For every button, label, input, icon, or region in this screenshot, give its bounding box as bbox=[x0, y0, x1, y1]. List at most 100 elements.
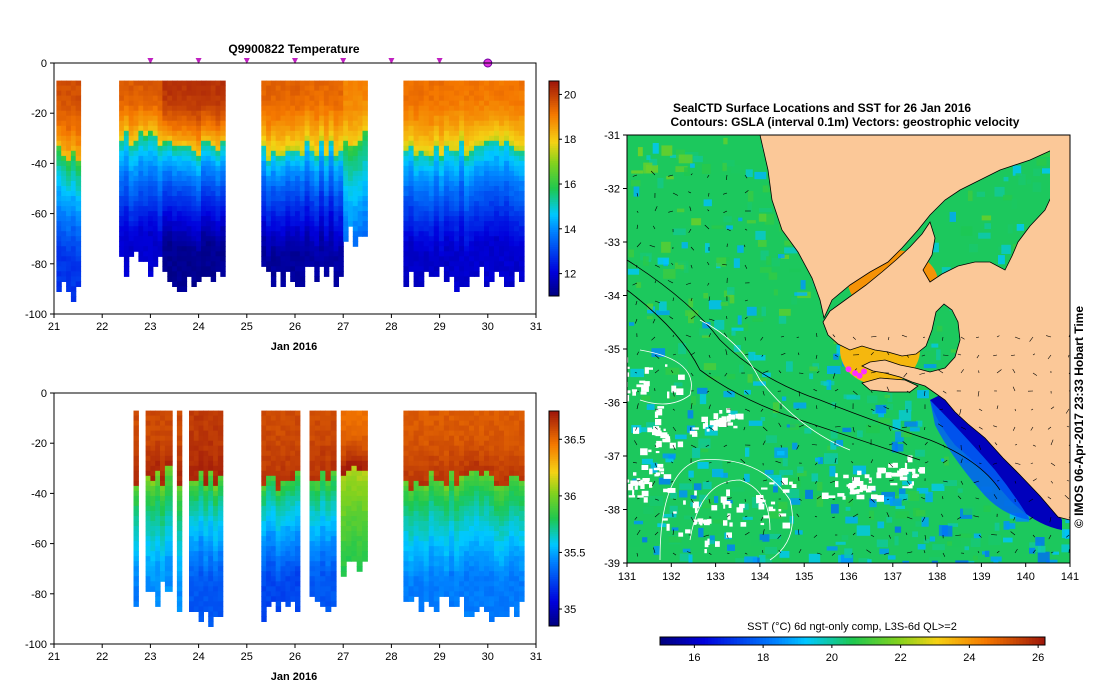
velocity-vector bbox=[996, 369, 1002, 374]
seal-location bbox=[845, 366, 852, 373]
velocity-vector bbox=[870, 390, 873, 393]
velocity-vector bbox=[744, 174, 748, 179]
velocity-vector bbox=[707, 209, 710, 212]
x-tick-label: 24 bbox=[192, 321, 204, 333]
velocity-vector bbox=[690, 297, 693, 302]
velocity-vector bbox=[924, 534, 927, 541]
map-x-tick-label: 134 bbox=[751, 571, 769, 583]
velocity-vector bbox=[1014, 480, 1017, 484]
velocity-vector bbox=[960, 458, 963, 464]
velocity-vector bbox=[651, 480, 656, 486]
velocity-vector bbox=[1031, 408, 1034, 411]
velocity-vector bbox=[852, 532, 856, 536]
velocity-vector bbox=[1032, 372, 1038, 376]
velocity-vector bbox=[1050, 480, 1054, 484]
colorbar-tick-label: 16 bbox=[564, 179, 576, 191]
velocity-vector bbox=[690, 264, 693, 269]
gsla-contour bbox=[627, 289, 921, 461]
velocity-vector bbox=[706, 480, 710, 483]
velocity-vector bbox=[960, 369, 964, 374]
x-tick-label: 30 bbox=[482, 651, 494, 663]
velocity-vector bbox=[708, 498, 711, 504]
salinity-panel: 21 22 23 24 25 26 27 28 29 30 310-20-40-60-80-100 … bbox=[25, 388, 585, 683]
velocity-vector bbox=[937, 423, 944, 428]
colorbar-frame bbox=[548, 410, 560, 627]
velocity-vector bbox=[632, 282, 638, 286]
velocity-vector bbox=[852, 513, 859, 518]
velocity-vector bbox=[870, 459, 874, 464]
seal-locations bbox=[845, 366, 867, 379]
velocity-vector bbox=[798, 390, 800, 397]
x-tick-label: 27 bbox=[337, 651, 349, 663]
velocity-vector bbox=[654, 498, 659, 501]
velocity-vector bbox=[744, 299, 748, 302]
salinity-colorbar: 35 35.5 36 36.5 bbox=[548, 410, 585, 627]
velocity-vector bbox=[762, 479, 768, 482]
velocity-vector bbox=[654, 300, 661, 304]
profile-marker bbox=[243, 58, 250, 64]
velocity-vector bbox=[725, 349, 728, 356]
velocity-vector bbox=[798, 498, 802, 501]
velocity-vector bbox=[993, 494, 998, 500]
x-tick-label: 25 bbox=[241, 321, 253, 333]
velocity-vector bbox=[901, 334, 908, 338]
velocity-vector bbox=[654, 206, 658, 212]
velocity-vector bbox=[903, 372, 908, 378]
velocity-vector bbox=[654, 531, 659, 536]
velocity-vector bbox=[672, 353, 676, 356]
velocity-vector bbox=[1014, 336, 1021, 340]
colorbar-tick-label: 35 bbox=[564, 604, 576, 616]
velocity-vector bbox=[636, 264, 638, 268]
velocity-vector bbox=[690, 372, 694, 377]
seal-location bbox=[852, 370, 859, 377]
colorbar-tick-label: 20 bbox=[564, 89, 576, 101]
velocity-vector bbox=[654, 462, 657, 468]
velocity-vector bbox=[744, 515, 748, 518]
velocity-vector bbox=[672, 390, 675, 397]
velocity-vector bbox=[671, 461, 674, 464]
velocity-vector bbox=[654, 354, 660, 359]
velocity-vector bbox=[851, 552, 854, 555]
velocity-vector bbox=[942, 444, 946, 448]
land-east bbox=[1050, 135, 1070, 283]
velocity-vector bbox=[672, 444, 676, 451]
velocity-vector bbox=[654, 444, 657, 447]
velocity-vector bbox=[690, 352, 696, 356]
x-tick-label: 22 bbox=[96, 321, 108, 333]
velocity-vector bbox=[977, 551, 980, 554]
map-subtitle: Contours: GSLA (interval 0.1m) Vectors: … bbox=[671, 115, 1020, 129]
velocity-vector bbox=[796, 408, 800, 410]
velocity-vector bbox=[670, 480, 674, 483]
velocity-vector bbox=[814, 424, 818, 428]
velocity-vector bbox=[978, 462, 982, 464]
velocity-vector bbox=[906, 354, 909, 358]
velocity-vector bbox=[688, 228, 692, 234]
velocity-vector bbox=[834, 403, 837, 410]
map-ticks: 131 132 133 134 135 136 137 138 139 140 141 -31 -32 -… bbox=[604, 130, 1079, 583]
velocity-vector bbox=[778, 370, 782, 374]
x-tick-label: 25 bbox=[241, 651, 253, 663]
velocity-vector bbox=[726, 534, 729, 539]
velocity-vector bbox=[921, 354, 926, 357]
y-tick-label: -60 bbox=[31, 539, 47, 551]
velocity-vector bbox=[652, 318, 656, 324]
profile-marker bbox=[195, 58, 202, 64]
velocity-vector bbox=[635, 318, 638, 324]
velocity-vector bbox=[760, 497, 764, 500]
velocity-vector bbox=[726, 461, 731, 464]
colorbar-tick-label: 36.5 bbox=[564, 434, 585, 446]
velocity-vector bbox=[886, 512, 890, 518]
velocity-vector bbox=[744, 408, 751, 412]
x-tick-label: 21 bbox=[48, 651, 60, 663]
velocity-vector bbox=[831, 552, 836, 556]
velocity-vector bbox=[870, 351, 874, 356]
velocity-vector bbox=[798, 529, 800, 536]
velocity-vector bbox=[942, 336, 944, 341]
velocity-vector bbox=[957, 516, 962, 520]
velocity-vector bbox=[652, 225, 656, 230]
velocity-vector bbox=[762, 529, 765, 536]
temperature-panel: Q9900822 Temperature 21 22 23 24 25 26 27 28 29 3… bbox=[25, 42, 576, 353]
velocity-vector bbox=[888, 462, 894, 468]
map-canvas bbox=[627, 135, 1070, 563]
velocity-vector bbox=[960, 426, 967, 430]
